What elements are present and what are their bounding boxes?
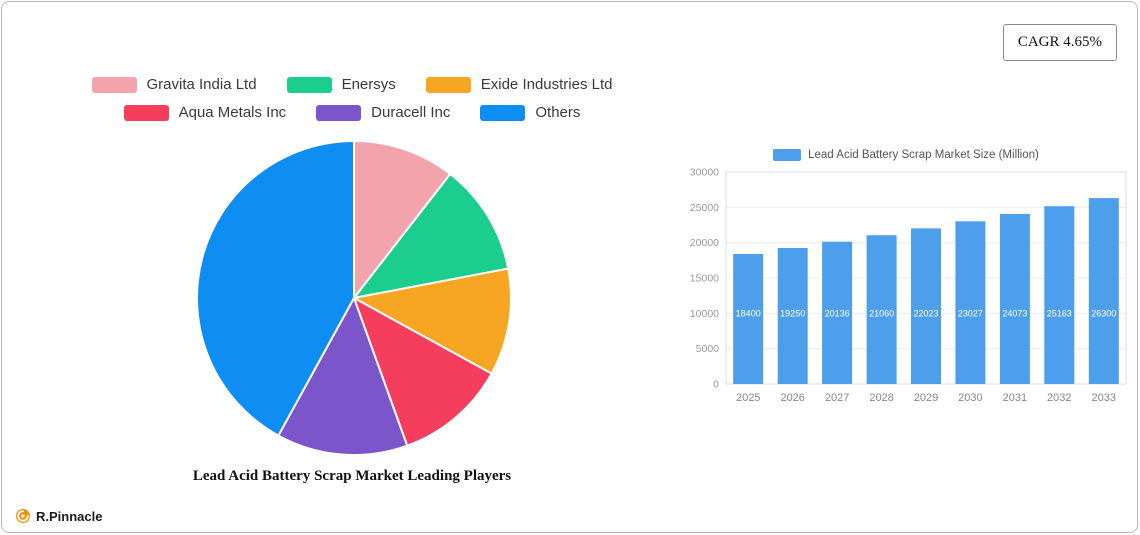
bar-2033[interactable] <box>1088 198 1119 384</box>
legend-label: Exide Industries Ltd <box>480 76 613 93</box>
brand-logo: R.Pinnacle <box>15 508 102 524</box>
bar-chart: 0 5000 10000 15000 20000 25000 30000 18400 2025 1… <box>690 167 1127 404</box>
legend-label: Duracell Inc <box>371 104 451 121</box>
y-axis-tick-label: 25000 <box>690 202 719 214</box>
legend-swatch <box>91 76 137 93</box>
y-axis-tick-label: 15000 <box>690 273 719 285</box>
pie-slice-others[interactable] <box>196 140 355 437</box>
bar-value-label: 22023 <box>913 308 938 318</box>
bar-value-label: 23027 <box>958 308 983 318</box>
legend-swatch <box>480 104 526 121</box>
x-axis-tick-label: 2028 <box>869 392 893 404</box>
bar-2025[interactable] <box>733 254 764 384</box>
x-axis-tick-label: 2031 <box>1003 392 1027 404</box>
bar-value-label: 20136 <box>825 308 850 318</box>
pie-chart-title: Lead Acid Battery Scrap Market Leading P… <box>192 468 512 484</box>
legend-swatch <box>286 76 332 93</box>
legend-item-duracell-inc[interactable]: Duracell Inc <box>316 104 450 121</box>
bar-2030[interactable] <box>955 221 986 384</box>
y-axis-tick-label: 30000 <box>690 167 719 179</box>
x-axis-tick-label: 2029 <box>914 392 938 404</box>
y-axis-tick-label: 20000 <box>690 237 719 249</box>
brand-name: R.Pinnacle <box>36 508 103 524</box>
pie-legend: Gravita India Ltd Enersys Exide Industries… <box>52 76 652 132</box>
bar-legend-label: Lead Acid Battery Scrap Market Size (Mil… <box>808 149 1039 161</box>
legend-item-aqua-metals-inc[interactable]: Aqua Metals Inc <box>123 104 287 121</box>
bar-2027[interactable] <box>822 241 853 384</box>
bar-value-label: 24073 <box>1002 308 1027 318</box>
legend-item-others[interactable]: Others <box>480 104 580 121</box>
legend-label: Enersys <box>341 76 396 93</box>
legend-label: Aqua Metals Inc <box>178 104 287 121</box>
bar-2029[interactable] <box>911 228 941 384</box>
pie-legend-row-2: Aqua Metals Inc Duracell Inc Others <box>52 104 652 121</box>
bar-value-label: 25163 <box>1047 308 1072 318</box>
pie-slice-exide-industries-ltd[interactable] <box>353 267 513 375</box>
legend-label: Others <box>535 104 581 121</box>
cagr-badge: CAGR 4.65% <box>1002 24 1117 61</box>
legend-item-enersys[interactable]: Enersys <box>286 76 396 93</box>
bar-legend-swatch <box>773 149 802 161</box>
y-axis-tick-label: 10000 <box>690 308 719 320</box>
bar-value-label: 21060 <box>869 308 894 318</box>
legend-label: Gravita India Ltd <box>146 76 257 93</box>
bar-2026[interactable] <box>777 248 808 384</box>
legend-swatch <box>316 104 362 121</box>
bar-2028[interactable] <box>866 235 897 384</box>
x-axis-tick-label: 2030 <box>958 392 982 404</box>
legend-swatch <box>425 76 471 93</box>
bar-2032[interactable] <box>1044 206 1075 384</box>
pie-legend-row-1: Gravita India Ltd Enersys Exide Industries… <box>52 76 652 93</box>
x-axis-tick-label: 2032 <box>1047 392 1071 404</box>
pie-slice-enersys[interactable] <box>353 172 510 299</box>
pie-slice-duracell-inc[interactable] <box>277 297 409 456</box>
legend-item-gravita-india-ltd[interactable]: Gravita India Ltd <box>91 76 257 93</box>
x-axis-tick-label: 2033 <box>1092 392 1116 404</box>
bar-legend-item[interactable]: Lead Acid Battery Scrap Market Size (Mil… <box>680 149 1132 161</box>
y-axis-tick-label: 0 <box>713 379 719 391</box>
legend-item-exide-industries-ltd[interactable]: Exide Industries Ltd <box>425 76 613 93</box>
x-axis-tick-label: 2026 <box>780 392 804 404</box>
bar-value-label: 19250 <box>780 308 805 318</box>
x-axis-tick-label: 2027 <box>825 392 849 404</box>
bar-value-label: 18400 <box>736 308 761 318</box>
brand-logo-icon <box>16 509 30 523</box>
bar-2031[interactable] <box>999 213 1030 384</box>
pie-chart <box>196 140 513 456</box>
bar-value-label: 26300 <box>1091 308 1116 318</box>
legend-swatch <box>123 104 169 121</box>
x-axis-tick-label: 2025 <box>736 392 760 404</box>
y-axis-tick-label: 5000 <box>696 343 720 355</box>
pie-slice-gravita-india-ltd[interactable] <box>353 140 452 299</box>
pie-slice-aqua-metals-inc[interactable] <box>353 297 493 447</box>
